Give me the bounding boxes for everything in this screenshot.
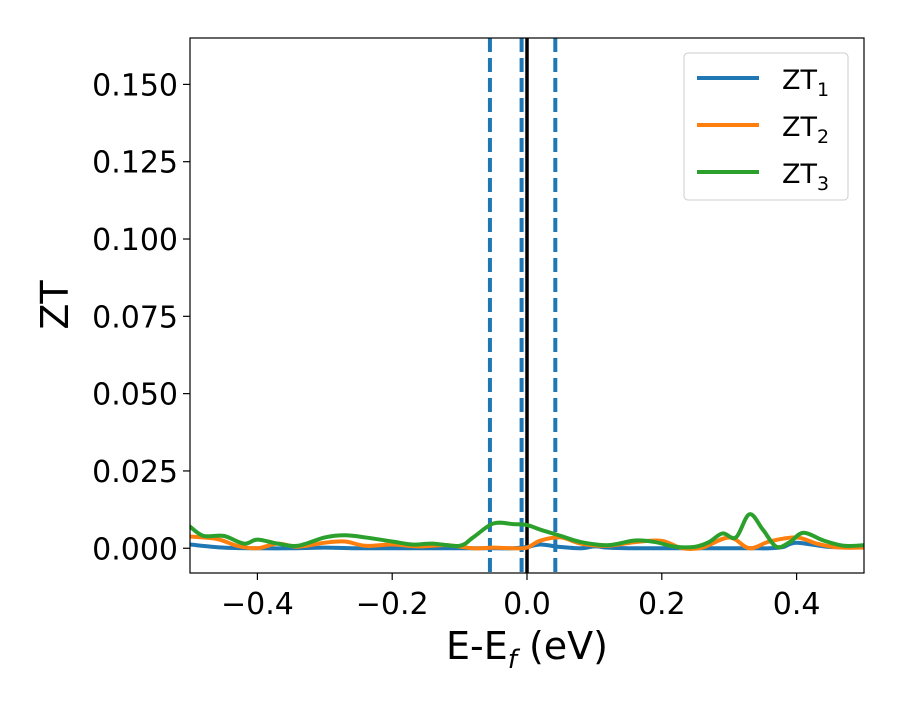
y-axis-ticks: 0.000 0.025 0.050 0.075 0.100 0.125 0.150 bbox=[92, 68, 190, 567]
y-tick-label: 0.125 bbox=[92, 146, 178, 181]
x-axis-title-main: E-E bbox=[446, 624, 508, 668]
y-tick-label: 0.000 bbox=[92, 532, 178, 567]
y-tick-label: 0.050 bbox=[92, 378, 178, 413]
x-tick-label: 0.0 bbox=[503, 587, 551, 622]
y-tick-label: 0.075 bbox=[92, 300, 178, 335]
series-layer bbox=[190, 512, 864, 552]
x-axis-title-unit: (eV) bbox=[517, 624, 608, 668]
y-tick-label: 0.025 bbox=[92, 455, 178, 490]
legend-label-zt1: ZT1 bbox=[782, 65, 829, 101]
x-tick-label: 0.4 bbox=[773, 587, 821, 622]
x-tick-label: 0.2 bbox=[638, 587, 686, 622]
y-tick-label: 0.100 bbox=[92, 223, 178, 258]
x-tick-label: −0.4 bbox=[221, 587, 294, 622]
legend-label-zt3: ZT3 bbox=[782, 159, 829, 195]
x-tick-label: −0.2 bbox=[356, 587, 429, 622]
x-axis-title: E-Ef (eV) bbox=[446, 624, 608, 675]
legend: ZT1 ZT2 ZT3 bbox=[683, 52, 849, 201]
legend-label-zt2: ZT2 bbox=[782, 112, 829, 148]
legend-frame bbox=[683, 52, 849, 201]
y-tick-label: 0.150 bbox=[92, 68, 178, 103]
vertical-reference-lines bbox=[487, 38, 558, 573]
x-axis-ticks: −0.4 −0.2 0.0 0.2 0.4 bbox=[221, 573, 820, 622]
series-line-zt3 bbox=[190, 512, 864, 550]
y-axis-title: ZT bbox=[33, 280, 77, 330]
series-line-zt1 bbox=[190, 540, 864, 551]
